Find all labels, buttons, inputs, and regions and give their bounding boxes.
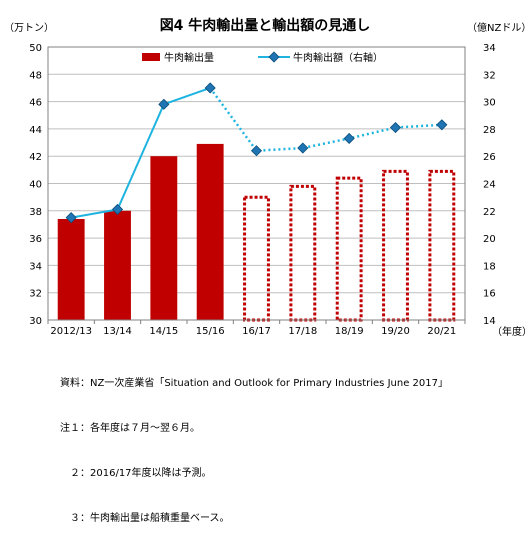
line-point-14/15 [158, 98, 170, 110]
note-3: ３：牛肉輸出量は船積重量ベース。 [60, 513, 230, 524]
line-forecast [209, 87, 442, 153]
plot-area [47, 46, 466, 321]
right-tick-label: 18 [483, 261, 496, 272]
axes: 30 32 34 36 38 40 42 44 46 48 50 14 16 18 20 22 24 26 28 30… [29, 43, 495, 337]
bar-15/16 [196, 143, 224, 320]
x-tick-label: 17/18 [288, 326, 317, 337]
line-point-18/19 [343, 132, 355, 145]
line-point-16/17 [250, 145, 263, 157]
right-tick-label: 24 [483, 180, 496, 191]
bar-2012/13 [57, 218, 85, 320]
legend: 牛肉輸出量 牛肉輸出額（右軸） [142, 51, 383, 64]
right-tick-label: 28 [483, 125, 496, 136]
line-point-13/14 [111, 203, 124, 216]
left-tick-label: 32 [29, 289, 42, 300]
legend-bar-swatch [142, 53, 160, 61]
forecast-bar-20/21 [428, 169, 456, 322]
line-point-19/20 [389, 121, 402, 134]
right-tick-label: 26 [483, 152, 496, 163]
legend-line-label: 牛肉輸出額（右軸） [293, 51, 383, 64]
left-tick-label: 36 [29, 234, 42, 245]
left-tick-label: 38 [29, 207, 42, 218]
chart: 図4 牛肉輸出量と輸出額の見通し （万トン） （億NZドル） （年度） 30 32… [4, 17, 530, 338]
x-tick-label: 18/19 [335, 326, 364, 337]
legend-line-marker [268, 51, 280, 63]
bar-series [57, 143, 456, 322]
x-tick-label: 19/20 [381, 326, 410, 337]
line-point-17/18 [297, 142, 309, 154]
forecast-bar-17/18 [289, 184, 317, 322]
forecast-bar-18/19 [335, 176, 363, 322]
left-tick-label: 48 [29, 70, 42, 81]
note-1: 注１：各年度は７月～翌６月。 [60, 423, 200, 434]
bar-13/14 [104, 210, 131, 320]
left-tick-label: 34 [29, 261, 42, 272]
left-axis-unit: （万トン） [4, 22, 54, 34]
right-axis-unit: （億NZドル） [467, 21, 530, 34]
line-actual [70, 87, 211, 219]
right-tick-label: 30 [483, 98, 496, 109]
x-tick-label: 2012/13 [50, 326, 92, 337]
notes: 資料：NZ一次産業省「Situation and Outlook for Pri… [60, 346, 448, 541]
right-tick-label: 16 [483, 289, 496, 300]
left-tick-label: 46 [29, 98, 42, 109]
forecast-bar-16/17 [243, 195, 270, 322]
line-series [65, 82, 448, 224]
right-tick-label: 32 [483, 70, 496, 81]
right-tick-label: 14 [483, 316, 496, 327]
x-tick-label: 16/17 [242, 326, 271, 337]
left-tick-label: 40 [29, 180, 42, 191]
right-tick-label: 34 [483, 43, 496, 54]
line-point-15/16 [204, 82, 216, 94]
legend-bar-label: 牛肉輸出量 [164, 51, 214, 64]
left-tick-label: 30 [29, 316, 42, 327]
right-tick-label: 20 [483, 234, 496, 245]
x-axis-unit: （年度） [492, 325, 530, 338]
line-point-20/21 [436, 119, 448, 131]
right-tick-label: 22 [483, 207, 496, 218]
left-tick-label: 50 [29, 43, 42, 54]
note-source: 資料：NZ一次産業省「Situation and Outlook for Pri… [60, 378, 448, 389]
note-2: ２：2016/17年度以降は予測。 [60, 468, 212, 479]
chart-title: 図4 牛肉輸出量と輸出額の見通し [160, 17, 371, 34]
bar-14/15 [150, 156, 178, 320]
line-point-2012/13 [65, 212, 77, 224]
left-tick-label: 42 [29, 152, 42, 163]
x-tick-label: 15/16 [196, 326, 225, 337]
left-tick-label: 44 [29, 125, 42, 136]
x-tick-label: 13/14 [103, 326, 132, 337]
forecast-bar-19/20 [382, 169, 409, 322]
x-tick-label: 20/21 [427, 326, 456, 337]
x-tick-label: 14/15 [149, 326, 178, 337]
